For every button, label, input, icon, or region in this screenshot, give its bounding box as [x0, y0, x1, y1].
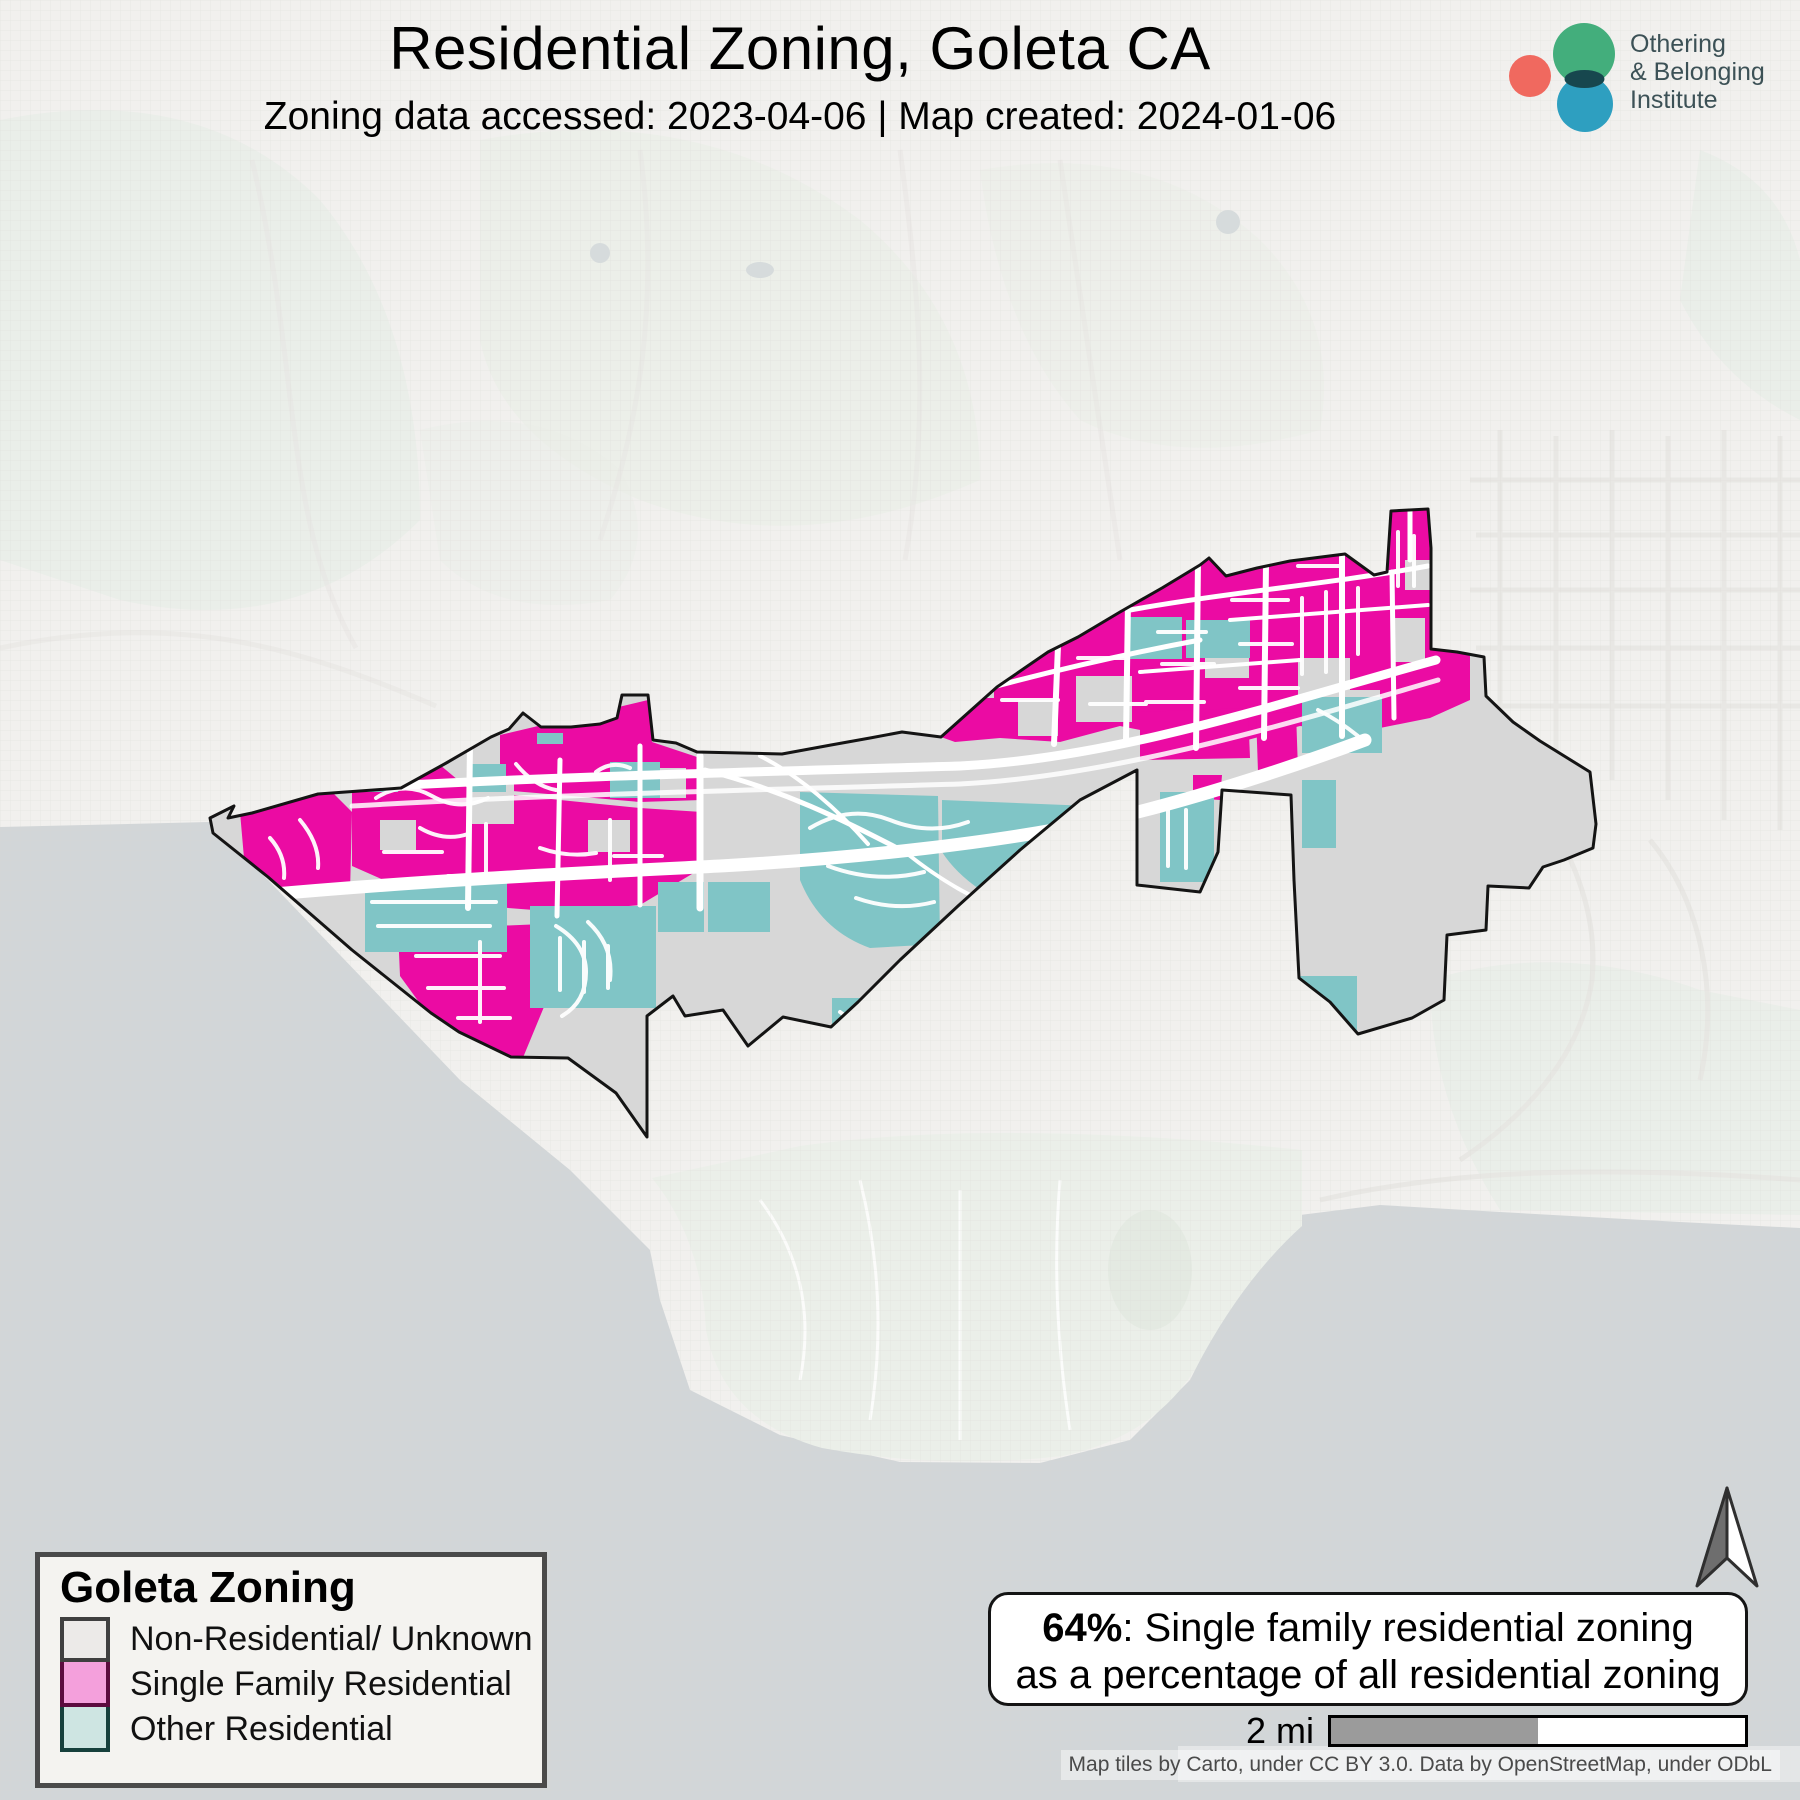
logo-text-line3: Institute: [1630, 86, 1718, 114]
legend-swatch-non-residential: [60, 1617, 110, 1662]
logo-overlap: [1564, 70, 1605, 88]
legend-label-other-residential: Other Residential: [130, 1710, 393, 1748]
legend-swatch-other-residential: [60, 1707, 110, 1752]
scale-bar-filled-half: [1331, 1718, 1538, 1744]
legend-label-single-family: Single Family Residential: [130, 1665, 512, 1703]
stat-line2: as a percentage of all residential zonin…: [1015, 1653, 1721, 1697]
legend-label-non-residential: Non-Residential/ Unknown: [130, 1620, 533, 1658]
stat-value: 64%: [1042, 1606, 1123, 1650]
logo-text-line2: & Belonging: [1630, 58, 1765, 86]
logo-blue-circle: [1557, 76, 1613, 132]
scale-bar-label: 2 mi: [1245, 1710, 1314, 1751]
page-subtitle: Zoning data accessed: 2023-04-06 | Map c…: [263, 95, 1337, 138]
city-roads: [223, 509, 1441, 920]
logo-green-circle: [1553, 23, 1615, 85]
logo-coral-circle: [1509, 55, 1551, 97]
legend-item-other-residential: Other Residential: [60, 1707, 542, 1752]
logo-text-line1: Othering: [1630, 30, 1726, 58]
ponds: [590, 210, 1240, 278]
map-attribution: Map tiles by Carto, under CC BY 3.0. Dat…: [1060, 1750, 1780, 1780]
attribution-band: [1178, 1746, 1800, 1782]
scale-bar: 2 mi: [1180, 1710, 1748, 1752]
stat-text: : Single family residential zoning: [1122, 1606, 1694, 1650]
north-arrow: [1695, 1486, 1759, 1588]
stat-callout: 64%: Single family residential zoning as…: [988, 1592, 1748, 1706]
scale-bar-track: [1328, 1715, 1748, 1747]
legend-swatch-single-family: [60, 1662, 110, 1707]
legend-item-single-family: Single Family Residential: [60, 1662, 542, 1707]
legend: Goleta Zoning Non-Residential/ Unknown S…: [35, 1552, 547, 1788]
legend-item-non-residential: Non-Residential/ Unknown: [60, 1617, 542, 1662]
north-arrow-right-half: [1725, 1486, 1759, 1588]
header: Residential Zoning, Goleta CA Zoning dat…: [0, 14, 1600, 139]
page-title: Residential Zoning, Goleta CA: [389, 15, 1211, 82]
north-arrow-left-half: [1695, 1486, 1729, 1588]
city-boundary: [208, 507, 1598, 1139]
legend-items: Non-Residential/ Unknown Single Family R…: [60, 1617, 542, 1752]
legend-title: Goleta Zoning: [60, 1563, 356, 1612]
othering-belonging-institute-logo: Othering & Belonging Institute: [1509, 23, 1765, 132]
stat-line1: 64%: Single family residential zoning: [991, 1605, 1745, 1652]
